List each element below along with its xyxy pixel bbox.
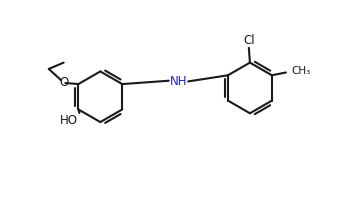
Text: Cl: Cl (243, 34, 255, 47)
Text: HO: HO (60, 114, 78, 127)
Text: O: O (59, 76, 68, 89)
Text: NH: NH (170, 75, 187, 88)
Text: CH₃: CH₃ (291, 66, 310, 76)
